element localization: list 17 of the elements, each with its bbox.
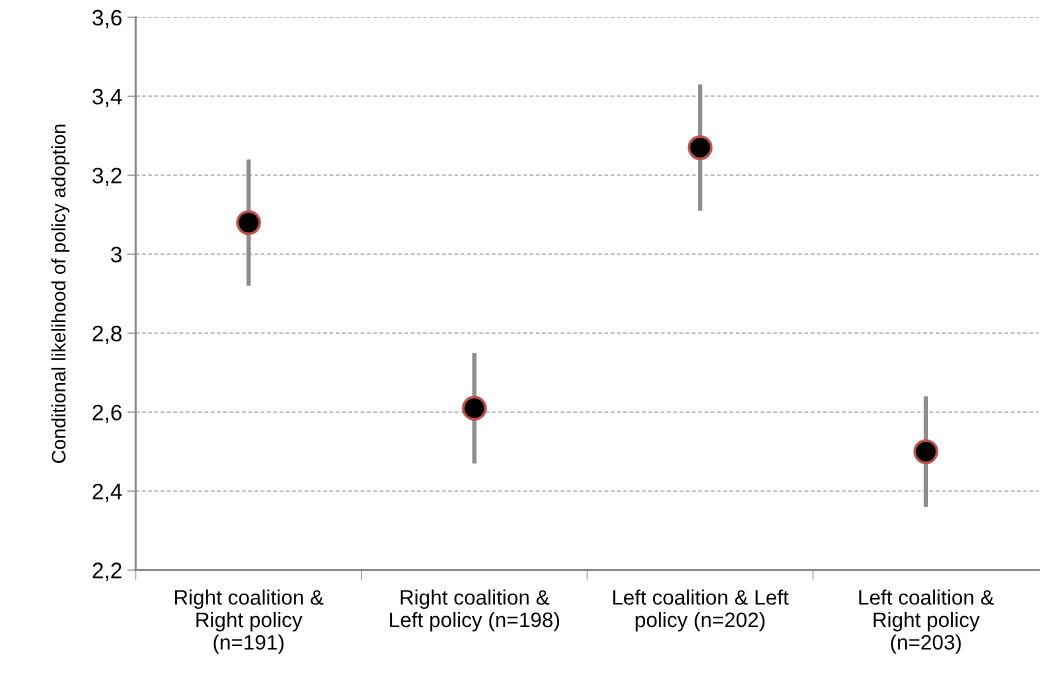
y-tick-label: 3,2 bbox=[92, 167, 122, 187]
y-tick-label: 2,4 bbox=[92, 483, 122, 502]
point bbox=[913, 439, 939, 465]
point bbox=[461, 395, 487, 421]
y-tick-label: 2,6 bbox=[92, 404, 122, 424]
x-tick-label: Left coalition & Right policy (n=203) bbox=[859, 589, 994, 654]
y-tick-label: 2,8 bbox=[92, 325, 122, 345]
x-tick-label: Right coalition & Right policy (n=191) bbox=[175, 589, 324, 654]
y-tick-label: 3,6 bbox=[92, 9, 122, 29]
x-tick-label: Right coalition & Left policy (n=198) bbox=[390, 589, 560, 632]
y-tick-label: 3 bbox=[111, 246, 122, 263]
point bbox=[236, 210, 262, 236]
x-tick-label: Left coalition & Left policy (n=202) bbox=[613, 589, 789, 632]
y-axis-title: Conditional likelihood of policy adoption bbox=[51, 124, 70, 463]
y-tick-label: 2,2 bbox=[92, 562, 122, 581]
point bbox=[687, 135, 713, 161]
y-tick-label: 3,4 bbox=[92, 88, 122, 108]
